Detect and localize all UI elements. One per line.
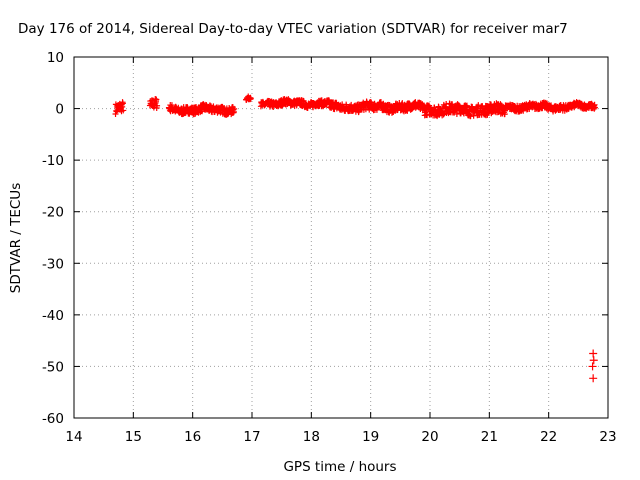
x-tick-label: 22 — [540, 429, 557, 445]
chart-title: Day 176 of 2014, Sidereal Day-to-day VTE… — [18, 21, 568, 37]
data-point — [440, 111, 447, 118]
x-axis-label: GPS time / hours — [283, 459, 396, 475]
data-point — [463, 102, 470, 109]
y-tick-label: -30 — [42, 256, 64, 272]
data-point — [247, 95, 254, 102]
y-axis-label: SDTVAR / TECUs — [8, 183, 24, 293]
x-tick-label: 15 — [125, 429, 142, 445]
y-tick-label: -20 — [42, 205, 64, 221]
x-tick-label: 17 — [243, 429, 260, 445]
x-tick-label: 19 — [362, 429, 379, 445]
data-point — [526, 106, 533, 113]
data-point — [154, 102, 161, 109]
data-point — [591, 104, 598, 111]
data-point — [231, 105, 238, 112]
x-tick-label: 21 — [481, 429, 498, 445]
data-point — [589, 349, 598, 358]
x-tick-label: 14 — [65, 429, 82, 445]
y-tick-label: 10 — [47, 50, 64, 66]
data-point — [589, 356, 598, 365]
data-point — [119, 100, 126, 107]
data-point — [120, 107, 127, 114]
data-point — [153, 96, 160, 103]
x-tick-label: 16 — [184, 429, 201, 445]
x-tick-label: 23 — [599, 429, 616, 445]
y-tick-label: -50 — [42, 359, 64, 375]
data-points — [112, 93, 598, 383]
y-tick-label: 0 — [55, 102, 64, 118]
y-tick-label: -60 — [42, 411, 64, 427]
axis-ticks: 14 15 16 17 18 19 20 21 22 23 10 0 -10 -20 -30 -40 -50 -6… — [42, 50, 617, 445]
y-tick-label: -10 — [42, 153, 64, 169]
y-tick-label: -40 — [42, 308, 64, 324]
x-tick-label: 20 — [421, 429, 438, 445]
data-point — [589, 374, 598, 383]
data-point — [460, 110, 467, 117]
plot-frame — [73, 56, 609, 419]
data-point — [588, 362, 597, 371]
x-tick-label: 18 — [303, 429, 320, 445]
